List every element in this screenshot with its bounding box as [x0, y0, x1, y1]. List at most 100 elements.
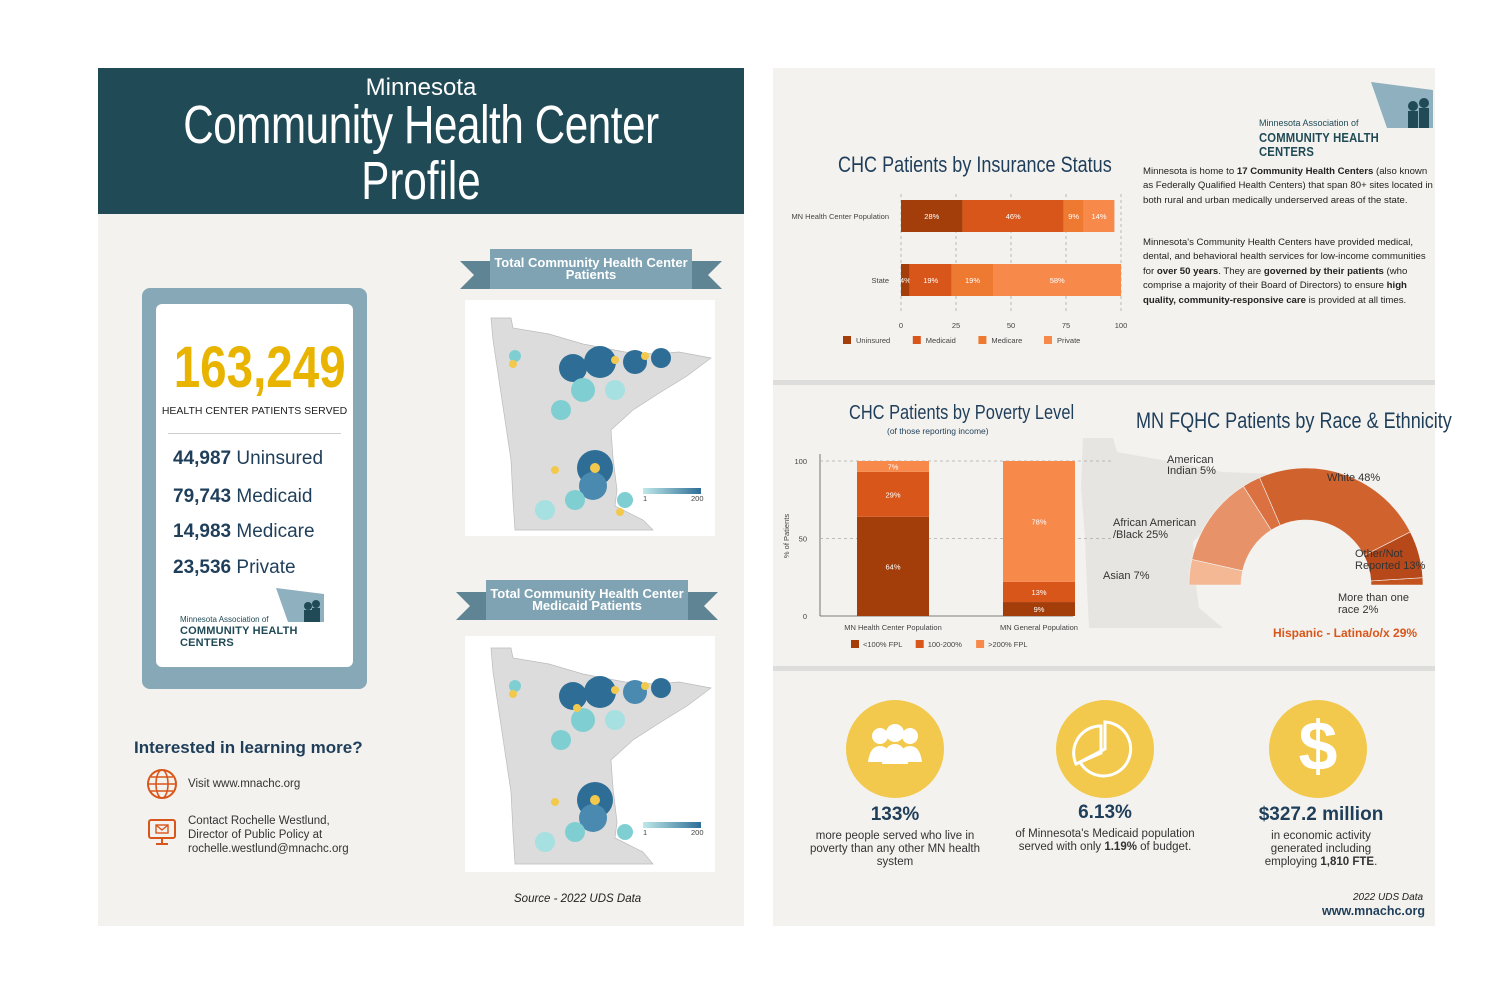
pie-slice	[1191, 485, 1272, 572]
legend-swatch	[1044, 336, 1052, 344]
bar-data-label: 4%	[900, 276, 911, 285]
stat-private: 23,536 Private	[173, 557, 296, 578]
logo-people-icon	[1371, 82, 1433, 128]
bar-segment	[1003, 581, 1075, 603]
bar-data-label: 13%	[1031, 588, 1046, 597]
label-hispanic: Hispanic - Latina/o/x 29%	[1273, 626, 1417, 640]
learn-more-heading: Interested in learning more?	[134, 738, 363, 757]
legend-label: Medicaid	[926, 336, 956, 345]
kpi-poverty-value: 133%	[870, 804, 920, 825]
legend-label: >200% FPL	[988, 640, 1027, 649]
kpi-economic-desc: in economic activity generated including e…	[1264, 830, 1378, 868]
bar-data-label: 58%	[1050, 276, 1065, 285]
bar-data-label: 7%	[888, 462, 899, 471]
header-subtitle: Minnesota	[365, 74, 477, 101]
pie-slice	[1370, 577, 1424, 586]
bar-segment	[962, 200, 1064, 232]
legend-swatch	[843, 336, 851, 344]
legend-swatch	[976, 640, 985, 648]
legend-label: <100% FPL	[863, 640, 902, 649]
race-ethnicity-chart: American Indian 5% White 48% African Ame…	[1103, 454, 1426, 640]
bar-segment	[1063, 200, 1084, 232]
x-tick-label: 25	[952, 321, 960, 330]
contact-text: Contact Rochelle Westlund, Director of P…	[188, 814, 408, 856]
y-tick-label: 50	[799, 535, 807, 544]
footer-url[interactable]: www.mnachc.org	[1322, 904, 1426, 918]
bar-data-label: 46%	[1006, 212, 1021, 221]
kpi-medicaid-value: 6.13%	[1078, 802, 1132, 823]
pie-circle	[1056, 700, 1154, 798]
patients-summary-card: 163,249 HEALTH CENTER PATIENTS SERVED 44…	[142, 288, 367, 689]
bar-segment	[857, 471, 929, 517]
map1-hotspots	[509, 346, 671, 520]
label-asian: Asian 7%	[1103, 570, 1150, 582]
bar-data-label: 29%	[885, 490, 900, 499]
category-label: MN Health Center Population	[844, 623, 942, 632]
total-patients-label: HEALTH CENTER PATIENTS SERVED	[161, 405, 348, 417]
category-label: State	[871, 276, 889, 285]
contact-email-link[interactable]: rochelle.westlund@mnachc.org	[188, 843, 349, 855]
stat-uninsured: 44,987 Uninsured	[173, 448, 324, 469]
svg-text:/Black 25%: /Black 25%	[1113, 529, 1168, 541]
bar-data-label: 19%	[965, 276, 980, 285]
svg-text:Indian 5%: Indian 5%	[1167, 465, 1216, 477]
kpi-medicaid-desc: of Minnesota's Medicaid population served…	[1015, 828, 1195, 853]
section-divider-1	[773, 380, 1435, 385]
map-total-patients: 1 200	[465, 300, 715, 536]
map1-legend	[643, 488, 701, 494]
race-chart-title: MN FQHC Patients by Race & Ethnicity	[1136, 408, 1452, 433]
pie-slice	[1259, 467, 1411, 556]
x-tick-label: 100	[1115, 321, 1128, 330]
legend-label: Uninsured	[856, 336, 890, 345]
dollar-circle: $	[1269, 700, 1367, 798]
profile-header: Minnesota Community Health Center Profil…	[98, 68, 744, 214]
label-african-american: African American	[1113, 517, 1196, 529]
label-multi: More than one	[1338, 592, 1409, 604]
label-american-indian: American	[1167, 454, 1213, 466]
label-other: Other/Not	[1355, 548, 1403, 560]
kpi-poverty: 133% more people served who live in pover…	[793, 804, 997, 869]
email-monitor-icon	[148, 819, 176, 845]
x-tick-label: 50	[1007, 321, 1015, 330]
left-page: Minnesota Community Health Center Profil…	[98, 68, 744, 926]
label-white: White 48%	[1327, 472, 1380, 484]
bar-segment	[901, 200, 963, 232]
visit-website-link[interactable]: Visit www.mnachc.org	[188, 778, 301, 790]
svg-text:Reported 13%: Reported 13%	[1355, 560, 1426, 572]
banner-medicaid-patients: Total Community Health Center Medicaid Pa…	[456, 580, 718, 620]
intro-paragraph-2: Minnesota's Community Health Centers hav…	[1143, 237, 1426, 306]
state-silhouette	[1081, 438, 1273, 628]
card-divider	[168, 433, 341, 434]
x-tick-label: 0	[899, 321, 903, 330]
people-icon	[868, 724, 922, 764]
pie-slice	[1363, 531, 1424, 582]
category-label: MN General Population	[1000, 623, 1078, 632]
pie-slice	[1242, 477, 1281, 531]
bar-data-label: 14%	[1091, 212, 1106, 221]
kpi-economic-value: $327.2 million	[1258, 804, 1384, 825]
bar-data-label: 28%	[924, 212, 939, 221]
globe-icon	[147, 769, 177, 799]
legend-swatch	[915, 640, 924, 648]
y-tick-label: 0	[803, 612, 807, 621]
bar-segment	[857, 461, 929, 472]
banner-total-patients: Total Community Health Center Patients	[460, 249, 722, 289]
visit-website-row[interactable]: Visit www.mnachc.org	[146, 768, 416, 802]
section-divider-2	[773, 666, 1435, 671]
header-title-line2: Profile	[361, 151, 481, 211]
legend-label: 100-200%	[928, 640, 963, 649]
footer-data-note: 2022 UDS Data	[1353, 892, 1424, 903]
bar-data-label: 78%	[1031, 517, 1046, 526]
intro-paragraph-1: Minnesota is home to 17 Community Health…	[1143, 166, 1433, 206]
pie-chart-icon	[1072, 720, 1133, 778]
kpi-economic: $327.2 million in economic activity gener…	[1219, 804, 1423, 869]
people-circle	[846, 700, 944, 798]
insurance-status-chart: 0 25 50 75 100 MN Health Center Population 28%…	[791, 194, 1128, 345]
svg-text:200: 200	[691, 494, 704, 503]
stat-medicare: 14,983 Medicare	[173, 521, 315, 542]
minnesota-map-2: 1 200	[490, 647, 712, 865]
poverty-chart-title: CHC Patients by Poverty Level	[849, 402, 1075, 424]
bar-data-label: 19%	[923, 276, 938, 285]
poverty-level-chart: 0 50 100 % of Patients 64% 29% 7% MN Health Cen…	[782, 454, 1111, 649]
stat-medicaid: 79,743 Medicaid	[173, 486, 313, 507]
